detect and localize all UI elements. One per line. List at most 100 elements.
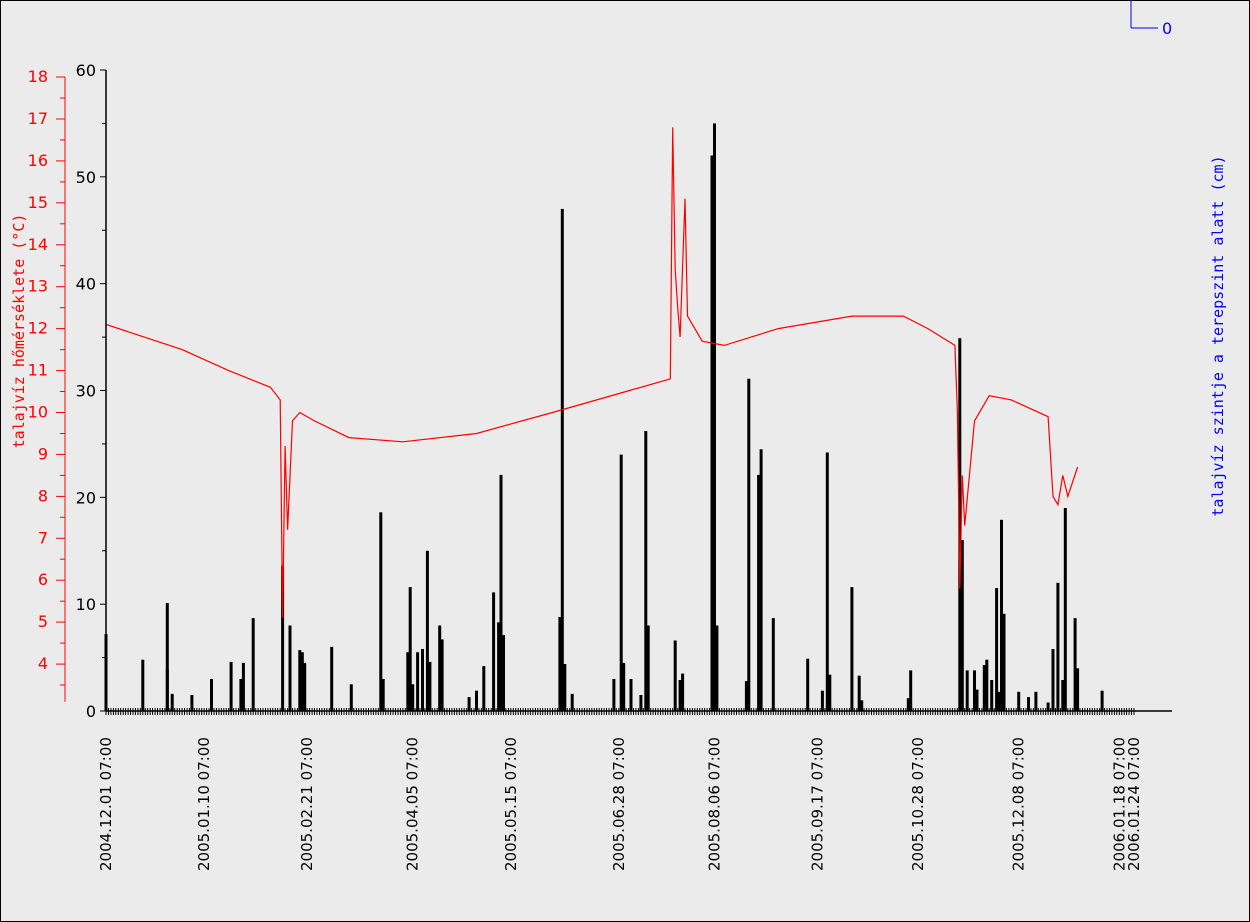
temperature-tick-label: 12: [28, 319, 48, 338]
precipitation-bar: [558, 617, 562, 711]
precipitation-bar: [298, 650, 302, 711]
left-inner-tick-label: 60: [76, 61, 96, 80]
temperature-tick-label: 4: [38, 654, 48, 673]
left-inner-tick-label: 0: [86, 702, 96, 721]
precipitation-bar: [482, 666, 486, 711]
precipitation-bar: [1034, 691, 1038, 711]
precipitation-bar: [909, 670, 913, 711]
precipitation-bar: [995, 588, 999, 711]
precipitation-bar: [759, 449, 763, 711]
left-inner-tick-label: 10: [76, 595, 96, 614]
precipitation-bar: [497, 622, 501, 711]
precipitation-bar: [438, 625, 442, 711]
precipitation-bar: [973, 670, 976, 711]
precipitation-bar: [629, 679, 633, 711]
precipitation-bar: [1002, 613, 1006, 711]
precipitation-bar: [646, 625, 650, 711]
precipitation-bar: [747, 378, 751, 711]
x-tick-label: 2006.01.18 07:00: [1110, 737, 1128, 871]
x-tick-label: 2005.04.05 07:00: [404, 737, 422, 871]
precipitation-bar: [681, 673, 685, 711]
precipitation-bar: [1063, 508, 1067, 711]
precipitation-bar: [806, 658, 810, 711]
temperature-tick-label: 9: [38, 444, 48, 463]
precipitation-bar: [411, 684, 415, 711]
x-tick-label: 2005.08.06 07:00: [706, 737, 724, 871]
precipitation-bar: [408, 587, 412, 711]
water-level-axis-title: talajvíz szintje a terepszint alatt (cm): [1209, 155, 1227, 516]
precipitation-bar: [744, 681, 748, 711]
precipitation-bar: [303, 662, 307, 711]
precipitation-bar: [381, 679, 385, 711]
precipitation-bar: [563, 664, 567, 711]
precipitation-bar: [757, 474, 761, 711]
x-tick-label: 2004.12.01 07:00: [97, 737, 115, 871]
precipitation-bar: [406, 652, 410, 711]
precipitation-bar: [997, 691, 1001, 711]
precipitation-bar: [1051, 649, 1055, 711]
temperature-tick-label: 6: [38, 570, 48, 589]
temperature-axis-title: talajvíz hőmérséklete (°C): [10, 214, 28, 449]
precipitation-bar: [673, 640, 677, 711]
precipitation-bar: [975, 689, 979, 711]
precipitation-bars: [104, 123, 1104, 712]
precipitation-bar: [330, 646, 334, 711]
left-inner-tick-label: 50: [76, 168, 96, 187]
left-inner-tick-label: 20: [76, 488, 96, 507]
x-tick-label: 2005.10.28 07:00: [909, 737, 927, 871]
precipitation-bar: [850, 587, 854, 711]
precipitation-bar: [644, 431, 648, 711]
precipitation-bar: [1073, 618, 1077, 711]
precipitation-bar: [1056, 582, 1060, 711]
precipitation-bar: [349, 684, 353, 711]
precipitation-bar: [820, 690, 824, 711]
precipitation-bar: [965, 670, 969, 711]
precipitation-bar: [982, 665, 986, 711]
precipitation-bar: [141, 659, 145, 711]
temperature-tick-label: 16: [28, 151, 48, 170]
precipitation-bar: [492, 592, 496, 711]
precipitation-bar: [210, 679, 213, 711]
precipitation-bar: [288, 625, 292, 711]
precipitation-bar: [619, 454, 623, 711]
temperature-series-line: [105, 127, 1079, 618]
precipitation-bar: [1000, 519, 1003, 711]
x-tick-label: 2006.01.24 07:00: [1125, 737, 1143, 871]
precipitation-bar: [502, 635, 505, 711]
precipitation-bar: [421, 649, 424, 711]
precipitation-bar: [467, 697, 471, 711]
precipitation-bar: [715, 625, 719, 711]
temperature-tick-label: 15: [28, 193, 48, 212]
precipitation-bar: [860, 700, 864, 711]
precipitation-bar: [857, 675, 861, 711]
precipitation-bar: [1076, 668, 1080, 711]
temperature-tick-label: 13: [28, 277, 48, 296]
x-tick-label: 2005.01.10 07:00: [195, 737, 213, 871]
precipitation-bar: [906, 698, 910, 711]
temperature-tick-label: 8: [38, 486, 48, 505]
precipitation-bar: [612, 679, 616, 711]
precipitation-bar: [165, 603, 169, 711]
precipitation-bar: [416, 652, 420, 711]
precipitation-bar: [1046, 702, 1050, 711]
temperature-tick-label: 17: [28, 109, 48, 128]
precipitation-bar: [1061, 680, 1065, 711]
temperature-tick-label: 14: [28, 235, 48, 254]
precipitation-bar: [229, 661, 233, 711]
precipitation-bar: [710, 155, 714, 711]
temperature-tick-label: 11: [28, 361, 48, 380]
temperature-tick-label: 10: [28, 403, 48, 422]
precipitation-bar: [239, 679, 243, 711]
precipitation-bar: [170, 693, 174, 711]
precipitation-bar: [475, 690, 478, 711]
precipitation-bar: [771, 618, 775, 711]
precipitation-bar: [425, 550, 429, 712]
precipitation-bar: [958, 338, 962, 711]
precipitation-bar: [499, 474, 503, 711]
left-inner-tick-label: 30: [76, 382, 96, 401]
temperature-tick-label: 18: [28, 67, 48, 86]
temperature-tick-label: 7: [38, 528, 48, 547]
precipitation-bar: [960, 540, 964, 711]
